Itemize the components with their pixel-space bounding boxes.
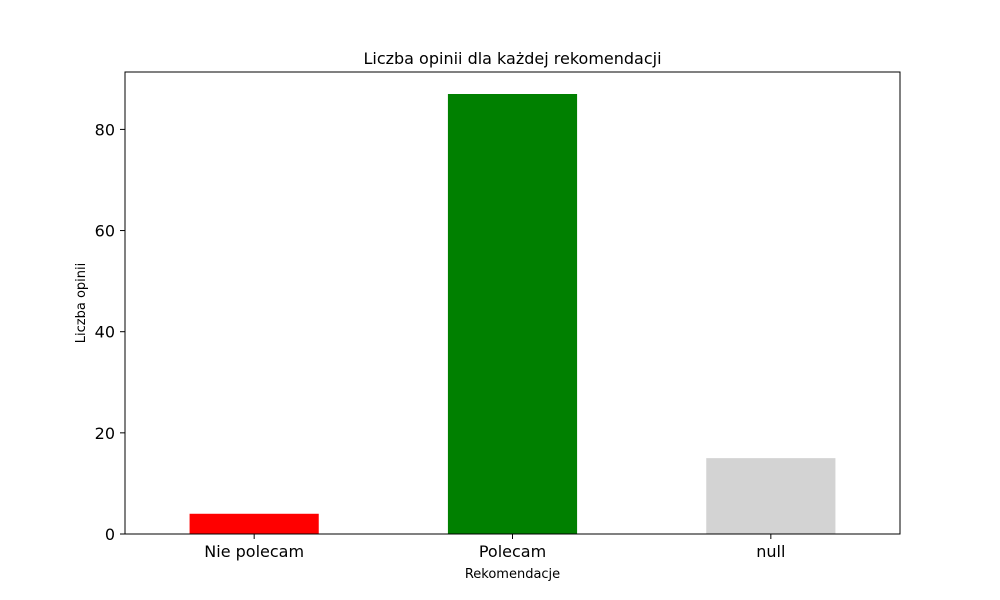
y-axis: 0 20 40 60 80 xyxy=(95,120,125,544)
plot-frame xyxy=(124,71,901,535)
y-tick-label: 60 xyxy=(95,222,115,241)
x-tick-label: Nie polecam xyxy=(204,542,304,561)
chart-title: Liczba opinii dla każdej rekomendacji xyxy=(363,49,661,68)
x-tick-label: null xyxy=(756,542,785,561)
y-tick-label: 40 xyxy=(95,323,115,342)
bar-nie-polecam xyxy=(189,513,319,534)
bars-group xyxy=(189,94,836,534)
x-tick-label: Polecam xyxy=(479,542,546,561)
y-tick-label: 80 xyxy=(95,120,115,139)
bar-null xyxy=(706,458,836,534)
bar-polecam xyxy=(447,94,578,534)
x-axis: Nie polecam Polecam null xyxy=(204,534,785,561)
y-tick-label: 20 xyxy=(95,424,115,443)
x-axis-label: Rekomendacje xyxy=(465,567,560,582)
y-tick-label: 0 xyxy=(105,525,115,544)
y-axis-label: Liczba opinii xyxy=(74,263,89,343)
